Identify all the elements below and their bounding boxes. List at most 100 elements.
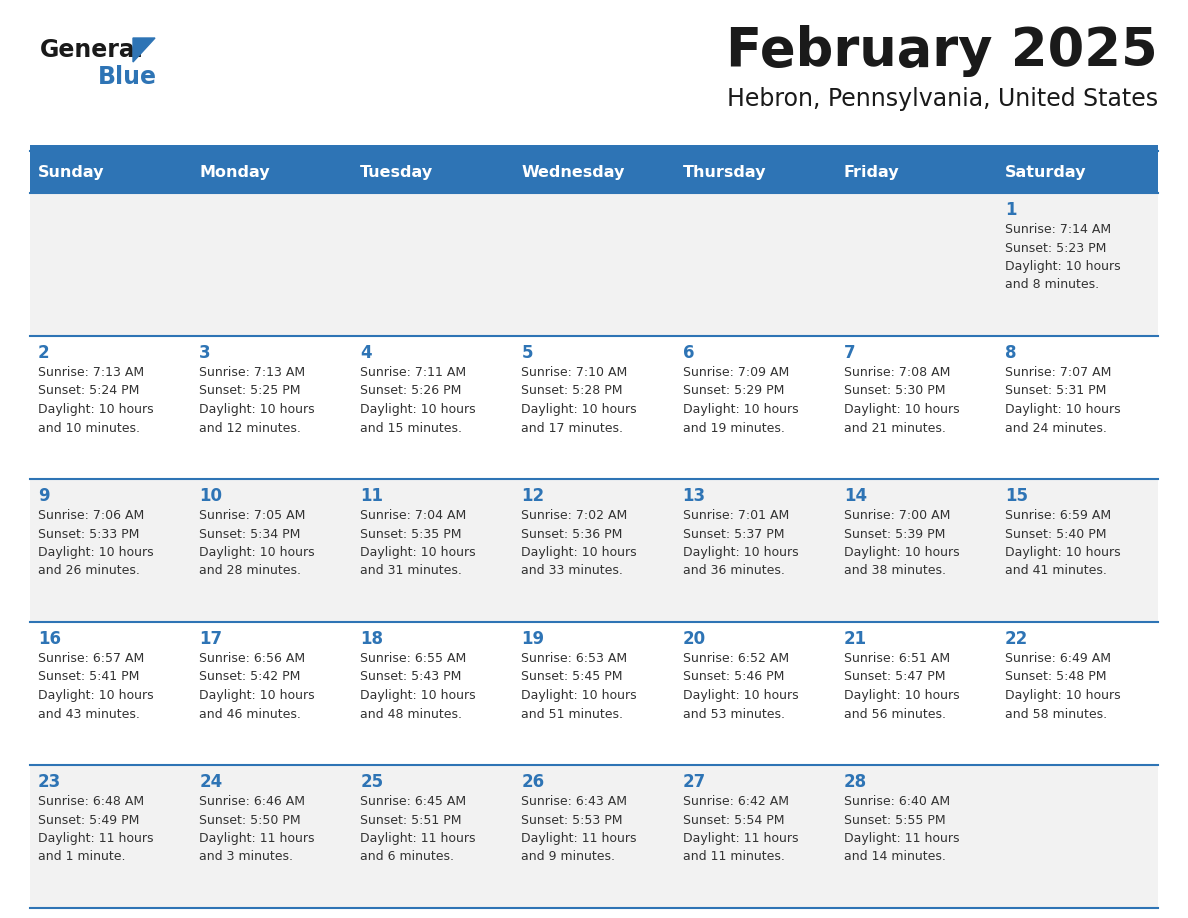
Text: 23: 23 — [38, 773, 62, 791]
Bar — [191, 622, 353, 765]
Text: Sunrise: 6:42 AM
Sunset: 5:54 PM
Daylight: 11 hours
and 11 minutes.: Sunrise: 6:42 AM Sunset: 5:54 PM Dayligh… — [683, 795, 798, 864]
Text: Sunrise: 7:02 AM
Sunset: 5:36 PM
Daylight: 10 hours
and 33 minutes.: Sunrise: 7:02 AM Sunset: 5:36 PM Dayligh… — [522, 509, 637, 577]
Bar — [997, 336, 1158, 479]
Text: 24: 24 — [200, 773, 222, 791]
Text: 3: 3 — [200, 344, 210, 362]
Bar — [353, 479, 513, 622]
Bar — [353, 336, 513, 479]
Text: 15: 15 — [1005, 487, 1028, 505]
Text: Hebron, Pennsylvania, United States: Hebron, Pennsylvania, United States — [727, 87, 1158, 111]
Bar — [675, 193, 835, 336]
Polygon shape — [133, 38, 154, 62]
Text: 20: 20 — [683, 630, 706, 648]
Bar — [675, 336, 835, 479]
Bar — [191, 479, 353, 622]
Text: Sunrise: 7:14 AM
Sunset: 5:23 PM
Daylight: 10 hours
and 8 minutes.: Sunrise: 7:14 AM Sunset: 5:23 PM Dayligh… — [1005, 223, 1120, 292]
Bar — [997, 622, 1158, 765]
Text: Sunrise: 6:49 AM
Sunset: 5:48 PM
Daylight: 10 hours
and 58 minutes.: Sunrise: 6:49 AM Sunset: 5:48 PM Dayligh… — [1005, 652, 1120, 721]
Text: Sunrise: 7:08 AM
Sunset: 5:30 PM
Daylight: 10 hours
and 21 minutes.: Sunrise: 7:08 AM Sunset: 5:30 PM Dayligh… — [843, 366, 960, 434]
Bar — [353, 151, 513, 193]
Text: 6: 6 — [683, 344, 694, 362]
Text: 26: 26 — [522, 773, 544, 791]
Text: Sunrise: 7:05 AM
Sunset: 5:34 PM
Daylight: 10 hours
and 28 minutes.: Sunrise: 7:05 AM Sunset: 5:34 PM Dayligh… — [200, 509, 315, 577]
Bar — [30, 336, 191, 479]
Text: Sunrise: 6:51 AM
Sunset: 5:47 PM
Daylight: 10 hours
and 56 minutes.: Sunrise: 6:51 AM Sunset: 5:47 PM Dayligh… — [843, 652, 960, 721]
Text: Sunrise: 7:11 AM
Sunset: 5:26 PM
Daylight: 10 hours
and 15 minutes.: Sunrise: 7:11 AM Sunset: 5:26 PM Dayligh… — [360, 366, 476, 434]
Bar — [191, 336, 353, 479]
Bar — [835, 622, 997, 765]
Bar — [997, 479, 1158, 622]
Bar — [191, 151, 353, 193]
Text: Sunrise: 6:52 AM
Sunset: 5:46 PM
Daylight: 10 hours
and 53 minutes.: Sunrise: 6:52 AM Sunset: 5:46 PM Dayligh… — [683, 652, 798, 721]
Text: Sunrise: 7:07 AM
Sunset: 5:31 PM
Daylight: 10 hours
and 24 minutes.: Sunrise: 7:07 AM Sunset: 5:31 PM Dayligh… — [1005, 366, 1120, 434]
Bar — [835, 336, 997, 479]
Text: Sunrise: 6:48 AM
Sunset: 5:49 PM
Daylight: 11 hours
and 1 minute.: Sunrise: 6:48 AM Sunset: 5:49 PM Dayligh… — [38, 795, 153, 864]
Text: Sunrise: 6:55 AM
Sunset: 5:43 PM
Daylight: 10 hours
and 48 minutes.: Sunrise: 6:55 AM Sunset: 5:43 PM Dayligh… — [360, 652, 476, 721]
Text: Sunrise: 7:09 AM
Sunset: 5:29 PM
Daylight: 10 hours
and 19 minutes.: Sunrise: 7:09 AM Sunset: 5:29 PM Dayligh… — [683, 366, 798, 434]
Bar — [30, 145, 1158, 151]
Text: 22: 22 — [1005, 630, 1028, 648]
Text: 16: 16 — [38, 630, 61, 648]
Text: 21: 21 — [843, 630, 867, 648]
Text: 27: 27 — [683, 773, 706, 791]
Text: Sunrise: 7:00 AM
Sunset: 5:39 PM
Daylight: 10 hours
and 38 minutes.: Sunrise: 7:00 AM Sunset: 5:39 PM Dayligh… — [843, 509, 960, 577]
Text: 10: 10 — [200, 487, 222, 505]
Text: Blue: Blue — [97, 65, 157, 89]
Bar — [997, 765, 1158, 908]
Bar — [835, 151, 997, 193]
Bar — [30, 479, 191, 622]
Text: Sunrise: 6:53 AM
Sunset: 5:45 PM
Daylight: 10 hours
and 51 minutes.: Sunrise: 6:53 AM Sunset: 5:45 PM Dayligh… — [522, 652, 637, 721]
Text: Sunrise: 7:10 AM
Sunset: 5:28 PM
Daylight: 10 hours
and 17 minutes.: Sunrise: 7:10 AM Sunset: 5:28 PM Dayligh… — [522, 366, 637, 434]
Bar — [675, 765, 835, 908]
Bar — [353, 193, 513, 336]
Text: 2: 2 — [38, 344, 50, 362]
Text: 4: 4 — [360, 344, 372, 362]
Text: Sunrise: 7:04 AM
Sunset: 5:35 PM
Daylight: 10 hours
and 31 minutes.: Sunrise: 7:04 AM Sunset: 5:35 PM Dayligh… — [360, 509, 476, 577]
Bar — [675, 622, 835, 765]
Text: 5: 5 — [522, 344, 533, 362]
Text: Wednesday: Wednesday — [522, 164, 625, 180]
Bar — [30, 151, 191, 193]
Text: Monday: Monday — [200, 164, 270, 180]
Text: Sunrise: 6:46 AM
Sunset: 5:50 PM
Daylight: 11 hours
and 3 minutes.: Sunrise: 6:46 AM Sunset: 5:50 PM Dayligh… — [200, 795, 315, 864]
Bar — [191, 193, 353, 336]
Text: Sunrise: 7:06 AM
Sunset: 5:33 PM
Daylight: 10 hours
and 26 minutes.: Sunrise: 7:06 AM Sunset: 5:33 PM Dayligh… — [38, 509, 153, 577]
Text: 13: 13 — [683, 487, 706, 505]
Bar — [835, 193, 997, 336]
Bar — [513, 622, 675, 765]
Text: 11: 11 — [360, 487, 384, 505]
Text: Thursday: Thursday — [683, 164, 766, 180]
Text: Sunrise: 6:56 AM
Sunset: 5:42 PM
Daylight: 10 hours
and 46 minutes.: Sunrise: 6:56 AM Sunset: 5:42 PM Dayligh… — [200, 652, 315, 721]
Text: Saturday: Saturday — [1005, 164, 1086, 180]
Bar — [835, 765, 997, 908]
Text: Friday: Friday — [843, 164, 899, 180]
Text: General: General — [40, 38, 144, 62]
Bar — [675, 151, 835, 193]
Text: Sunday: Sunday — [38, 164, 105, 180]
Bar — [513, 479, 675, 622]
Bar — [997, 193, 1158, 336]
Text: Sunrise: 6:57 AM
Sunset: 5:41 PM
Daylight: 10 hours
and 43 minutes.: Sunrise: 6:57 AM Sunset: 5:41 PM Dayligh… — [38, 652, 153, 721]
Bar — [997, 151, 1158, 193]
Bar — [513, 193, 675, 336]
Text: 17: 17 — [200, 630, 222, 648]
Text: Sunrise: 7:13 AM
Sunset: 5:24 PM
Daylight: 10 hours
and 10 minutes.: Sunrise: 7:13 AM Sunset: 5:24 PM Dayligh… — [38, 366, 153, 434]
Bar — [353, 622, 513, 765]
Text: 8: 8 — [1005, 344, 1017, 362]
Text: Sunrise: 7:13 AM
Sunset: 5:25 PM
Daylight: 10 hours
and 12 minutes.: Sunrise: 7:13 AM Sunset: 5:25 PM Dayligh… — [200, 366, 315, 434]
Text: 9: 9 — [38, 487, 50, 505]
Text: 12: 12 — [522, 487, 544, 505]
Bar — [513, 765, 675, 908]
Bar — [30, 765, 191, 908]
Text: 25: 25 — [360, 773, 384, 791]
Text: Sunrise: 7:01 AM
Sunset: 5:37 PM
Daylight: 10 hours
and 36 minutes.: Sunrise: 7:01 AM Sunset: 5:37 PM Dayligh… — [683, 509, 798, 577]
Bar — [191, 765, 353, 908]
Text: Sunrise: 6:43 AM
Sunset: 5:53 PM
Daylight: 11 hours
and 9 minutes.: Sunrise: 6:43 AM Sunset: 5:53 PM Dayligh… — [522, 795, 637, 864]
Bar — [30, 193, 191, 336]
Text: Sunrise: 6:45 AM
Sunset: 5:51 PM
Daylight: 11 hours
and 6 minutes.: Sunrise: 6:45 AM Sunset: 5:51 PM Dayligh… — [360, 795, 475, 864]
Text: Sunrise: 6:40 AM
Sunset: 5:55 PM
Daylight: 11 hours
and 14 minutes.: Sunrise: 6:40 AM Sunset: 5:55 PM Dayligh… — [843, 795, 959, 864]
Bar — [353, 765, 513, 908]
Text: Sunrise: 6:59 AM
Sunset: 5:40 PM
Daylight: 10 hours
and 41 minutes.: Sunrise: 6:59 AM Sunset: 5:40 PM Dayligh… — [1005, 509, 1120, 577]
Bar — [675, 479, 835, 622]
Text: 28: 28 — [843, 773, 867, 791]
